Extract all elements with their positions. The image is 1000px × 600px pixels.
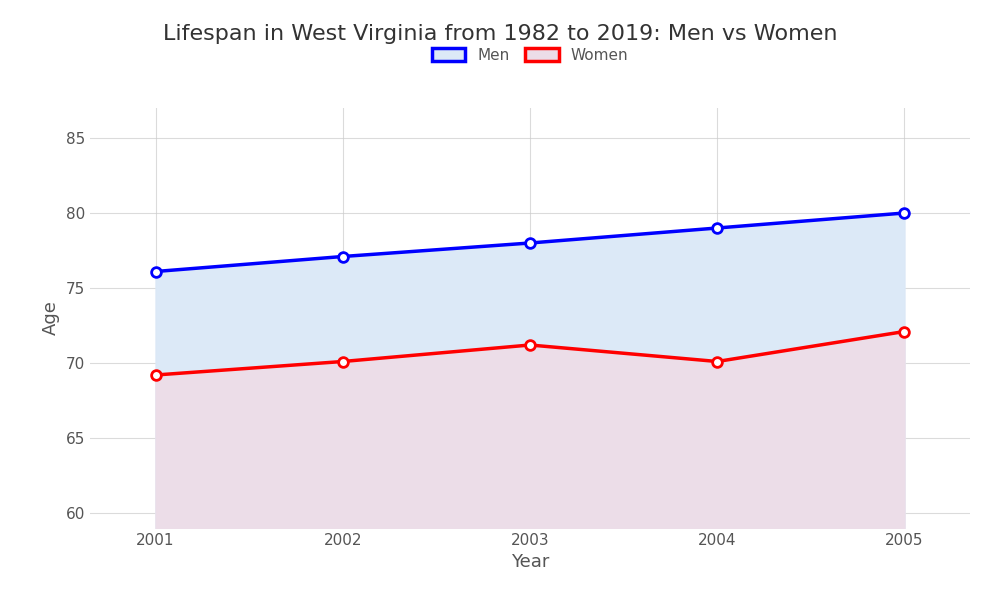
X-axis label: Year: Year (511, 553, 549, 571)
Text: Lifespan in West Virginia from 1982 to 2019: Men vs Women: Lifespan in West Virginia from 1982 to 2… (163, 24, 837, 44)
Y-axis label: Age: Age (42, 301, 60, 335)
Legend: Men, Women: Men, Women (424, 40, 636, 70)
